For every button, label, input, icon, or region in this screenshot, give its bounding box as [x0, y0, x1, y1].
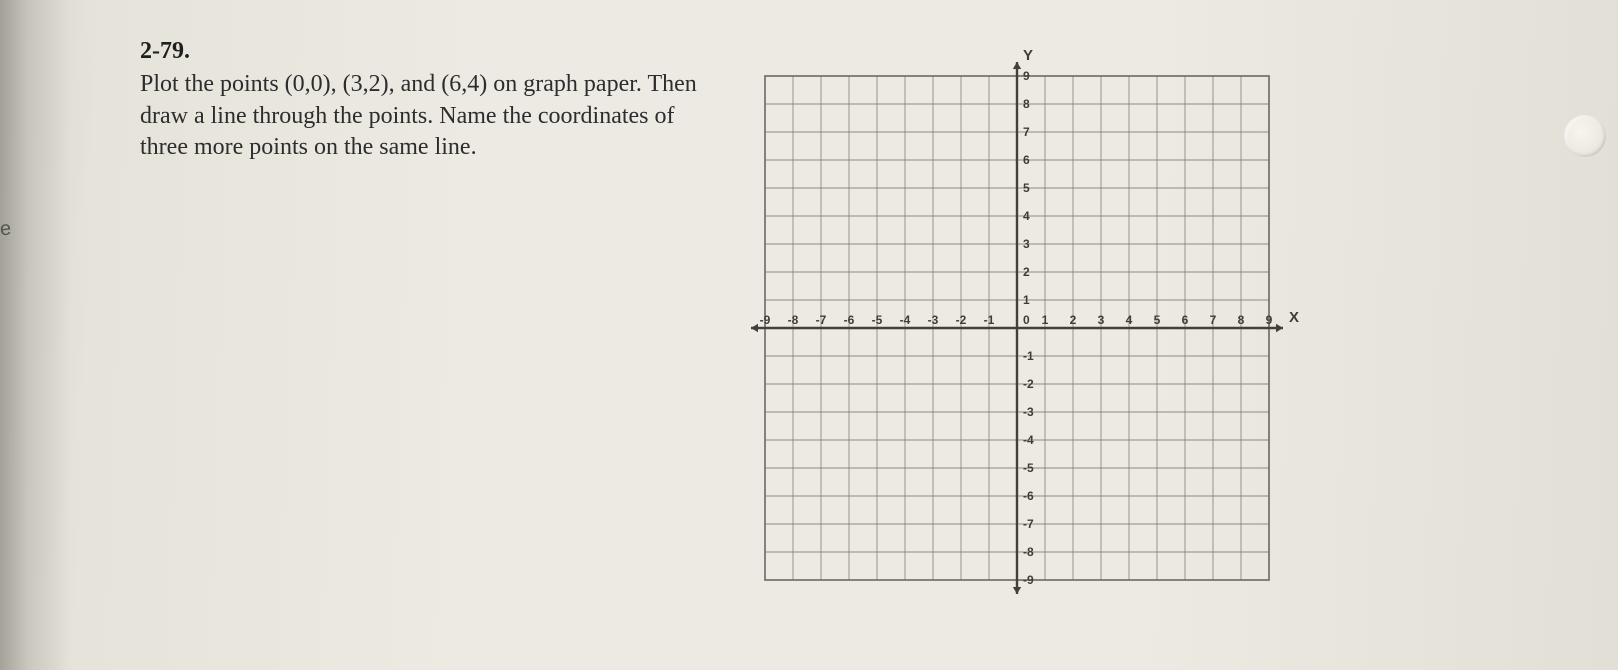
svg-text:8: 8	[1023, 97, 1030, 111]
svg-text:-8: -8	[788, 313, 799, 327]
svg-text:9: 9	[1023, 69, 1030, 83]
svg-text:9: 9	[1266, 313, 1273, 327]
svg-text:5: 5	[1023, 181, 1030, 195]
svg-text:2: 2	[1023, 265, 1030, 279]
svg-text:-5: -5	[1023, 461, 1034, 475]
binding-shadow	[0, 0, 70, 670]
svg-text:-2: -2	[956, 313, 967, 327]
svg-text:7: 7	[1023, 125, 1030, 139]
svg-text:4: 4	[1023, 209, 1030, 223]
svg-text:2: 2	[1070, 313, 1077, 327]
svg-text:-4: -4	[900, 313, 911, 327]
svg-text:8: 8	[1238, 313, 1245, 327]
svg-text:0: 0	[1023, 313, 1030, 327]
question-text: Plot the points (0,0), (3,2), and (6,4) …	[140, 69, 700, 164]
svg-text:6: 6	[1182, 313, 1189, 327]
coordinate-grid: -9-8-7-6-5-4-3-2-10123456789-9-8-7-6-5-4…	[740, 48, 1310, 638]
svg-text:-7: -7	[1023, 517, 1034, 531]
svg-text:-6: -6	[844, 313, 855, 327]
svg-text:-1: -1	[984, 313, 995, 327]
binder-hole	[1564, 115, 1606, 157]
svg-text:-4: -4	[1023, 433, 1034, 447]
svg-text:-6: -6	[1023, 489, 1034, 503]
svg-text:7: 7	[1210, 313, 1217, 327]
svg-text:-9: -9	[760, 313, 771, 327]
svg-text:Y: Y	[1023, 48, 1033, 64]
svg-text:3: 3	[1023, 237, 1030, 251]
svg-text:-3: -3	[1023, 405, 1034, 419]
svg-text:-9: -9	[1023, 573, 1034, 587]
grid-svg: -9-8-7-6-5-4-3-2-10123456789-9-8-7-6-5-4…	[740, 48, 1310, 638]
svg-text:-3: -3	[928, 313, 939, 327]
svg-text:-2: -2	[1023, 377, 1034, 391]
svg-text:5: 5	[1154, 313, 1161, 327]
svg-text:-8: -8	[1023, 545, 1034, 559]
question-number: 2-79.	[140, 38, 700, 65]
page: 2-79. Plot the points (0,0), (3,2), and …	[0, 0, 1618, 670]
question-block: 2-79. Plot the points (0,0), (3,2), and …	[140, 38, 700, 164]
svg-text:1: 1	[1042, 313, 1049, 327]
svg-text:X: X	[1289, 309, 1299, 326]
svg-text:3: 3	[1098, 313, 1105, 327]
svg-text:4: 4	[1126, 313, 1133, 327]
svg-text:1: 1	[1023, 293, 1030, 307]
svg-text:-1: -1	[1023, 349, 1034, 363]
svg-text:-5: -5	[872, 313, 883, 327]
svg-text:6: 6	[1023, 153, 1030, 167]
svg-text:-7: -7	[816, 313, 827, 327]
